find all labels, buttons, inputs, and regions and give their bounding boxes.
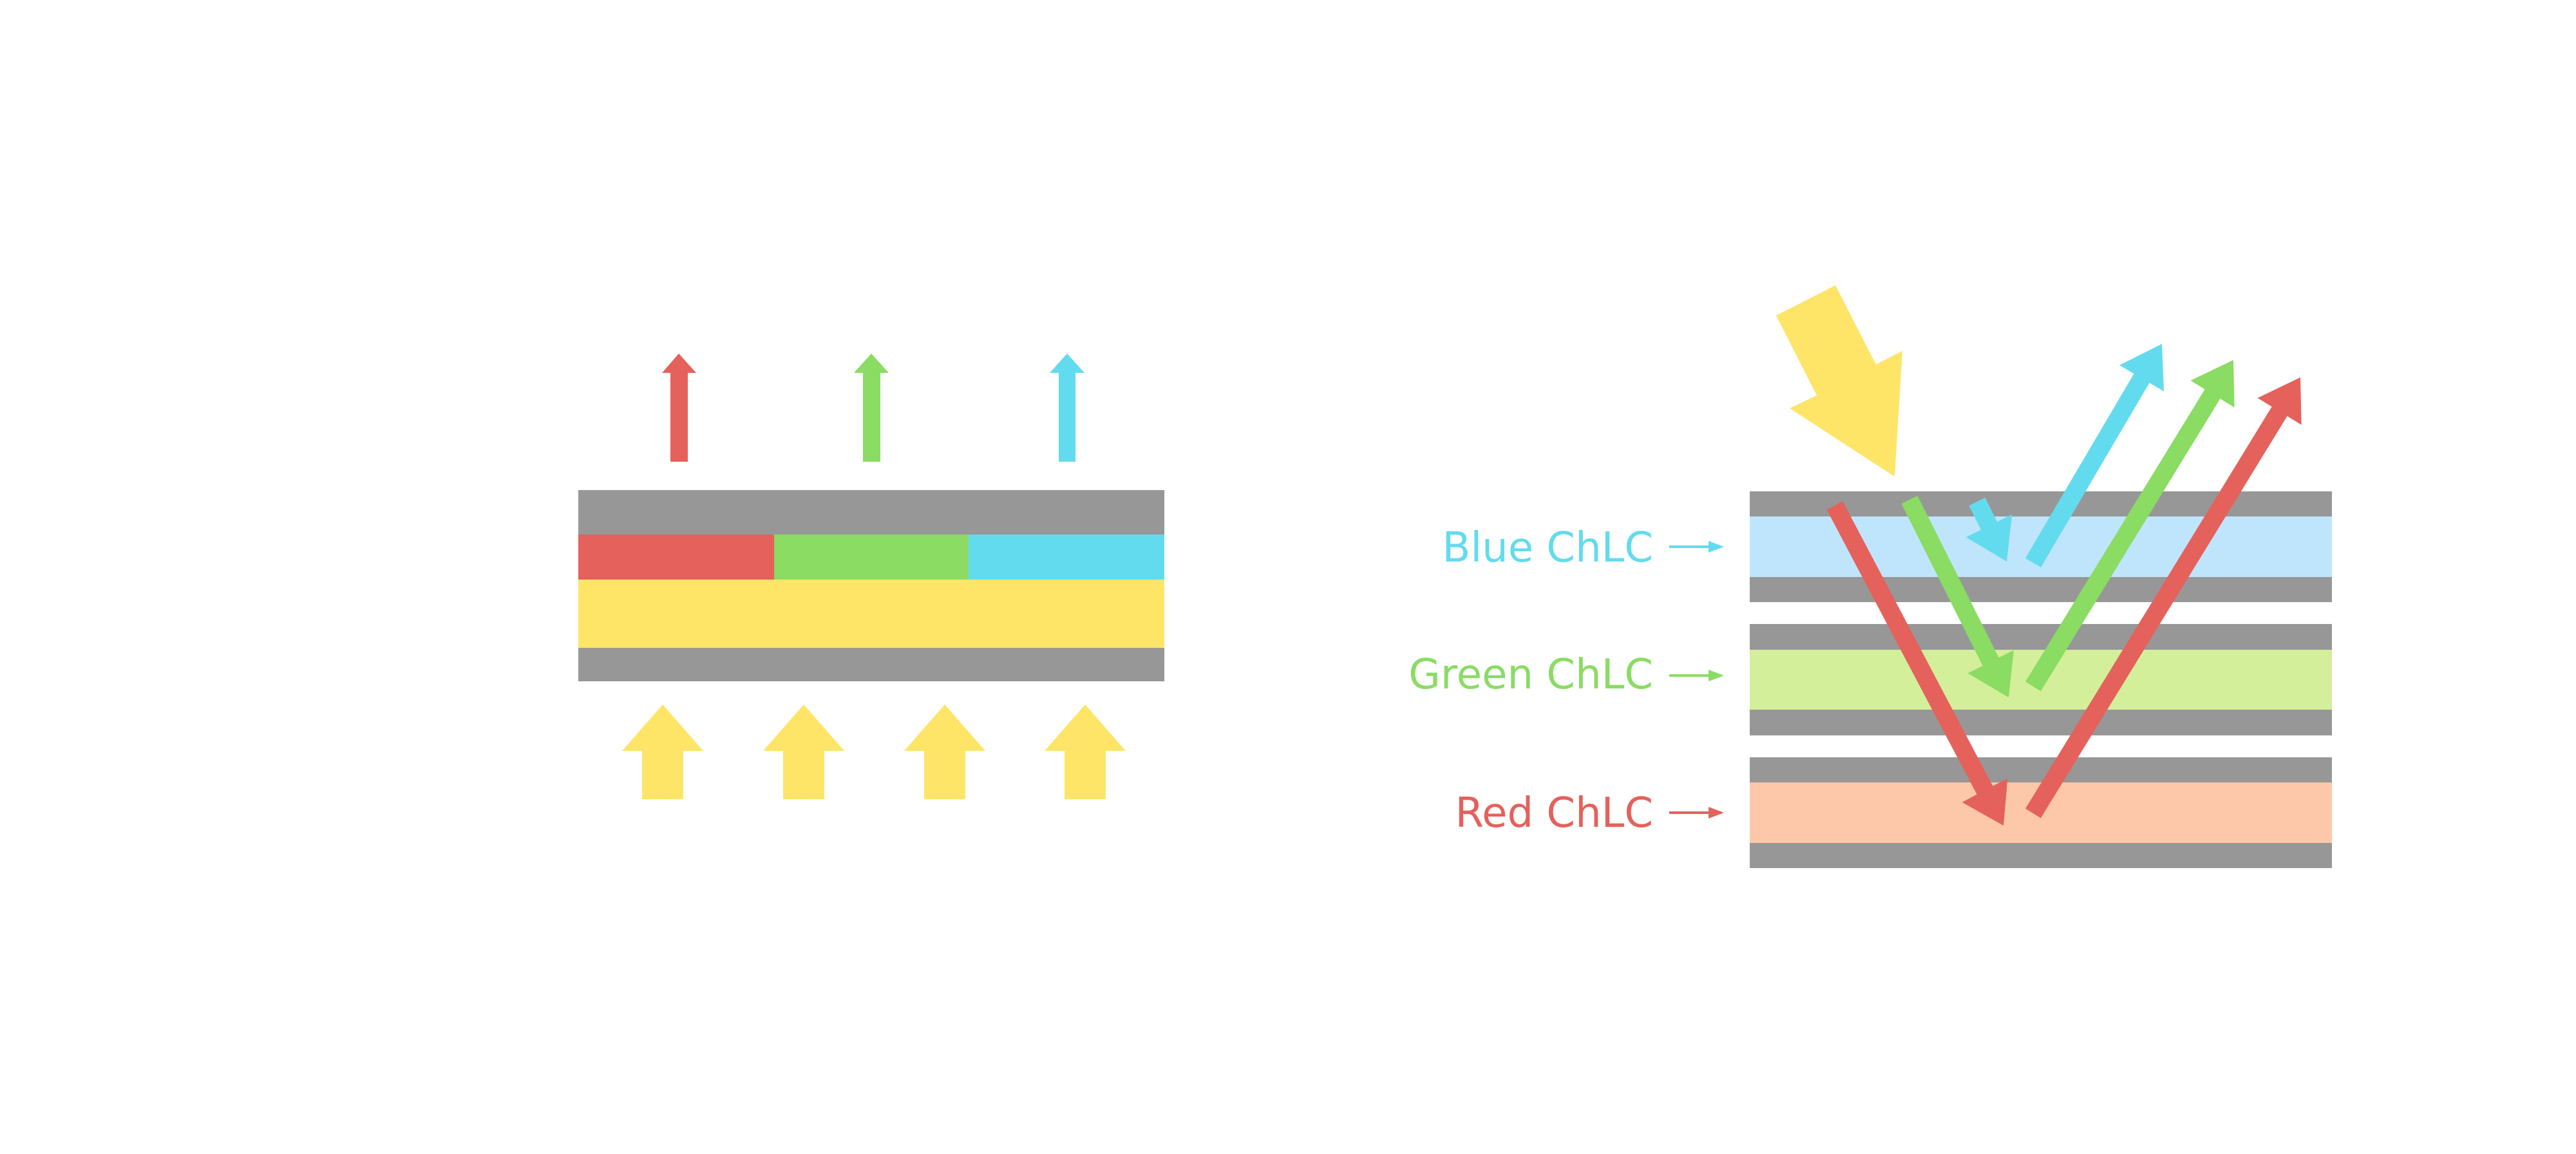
blue-label-pointer-icon <box>1669 541 1724 553</box>
backlight-arrow <box>904 705 985 799</box>
bottom-substrate <box>578 648 1164 681</box>
right-diagram: Blue ChLC Green ChLC Red ChLC <box>1408 285 2332 868</box>
green-top-substrate <box>1750 624 2332 650</box>
blue-output-arrow <box>1050 354 1084 462</box>
top-substrate <box>578 490 1164 534</box>
red-reflected-ray <box>2025 377 2302 818</box>
red-output-arrow <box>662 354 696 462</box>
red-top-substrate <box>1750 757 2332 782</box>
green-chlc-label: Green ChLC <box>1408 651 1653 699</box>
blue-chlc-label: Blue ChLC <box>1442 524 1653 572</box>
green-incident-ray <box>1901 495 2014 697</box>
green-label-pointer-icon <box>1669 670 1724 681</box>
incident-light-arrow <box>1776 285 1902 477</box>
left-diagram <box>578 354 1164 799</box>
blue-reflected-ray <box>2025 344 2164 568</box>
green-reflected-ray <box>2025 360 2235 692</box>
backlight-arrow <box>763 705 844 799</box>
backlight-arrow <box>622 705 703 799</box>
red-bottom-substrate <box>1750 843 2332 868</box>
green-bottom-substrate <box>1750 710 2332 735</box>
backlight-layer <box>578 580 1164 648</box>
blue-bottom-substrate <box>1750 577 2332 602</box>
red-filter <box>578 534 774 580</box>
red-label-pointer-icon <box>1669 807 1724 818</box>
blue-incident-ray <box>1965 497 2012 562</box>
blue-filter <box>969 534 1164 580</box>
backlight-arrow <box>1045 705 1126 799</box>
green-filter <box>774 534 969 580</box>
red-chlc-label: Red ChLC <box>1455 790 1653 837</box>
green-output-arrow <box>854 354 889 462</box>
red-incident-ray <box>1826 501 2008 826</box>
